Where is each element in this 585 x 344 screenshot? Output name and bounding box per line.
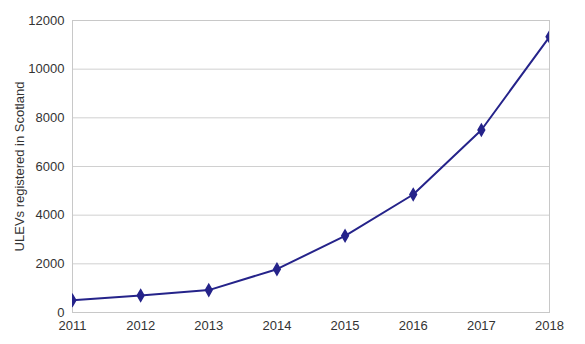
svg-text:2011: 2011 — [59, 318, 87, 333]
svg-text:10000: 10000 — [28, 61, 64, 76]
svg-text:2016: 2016 — [399, 318, 428, 333]
svg-text:4000: 4000 — [36, 207, 65, 222]
svg-text:0: 0 — [57, 304, 65, 320]
svg-text:2013: 2013 — [194, 318, 223, 333]
svg-text:12000: 12000 — [28, 13, 64, 28]
svg-text:8000: 8000 — [36, 110, 65, 125]
svg-text:2014: 2014 — [262, 318, 291, 333]
svg-text:2018: 2018 — [535, 318, 564, 333]
svg-text:2000: 2000 — [36, 256, 65, 271]
svg-text:2017: 2017 — [467, 318, 496, 333]
svg-text:2015: 2015 — [331, 318, 360, 333]
svg-text:ULEVs registered in Scotland: ULEVs registered in Scotland — [12, 82, 27, 252]
svg-text:2012: 2012 — [126, 318, 155, 333]
svg-text:6000: 6000 — [36, 159, 65, 174]
